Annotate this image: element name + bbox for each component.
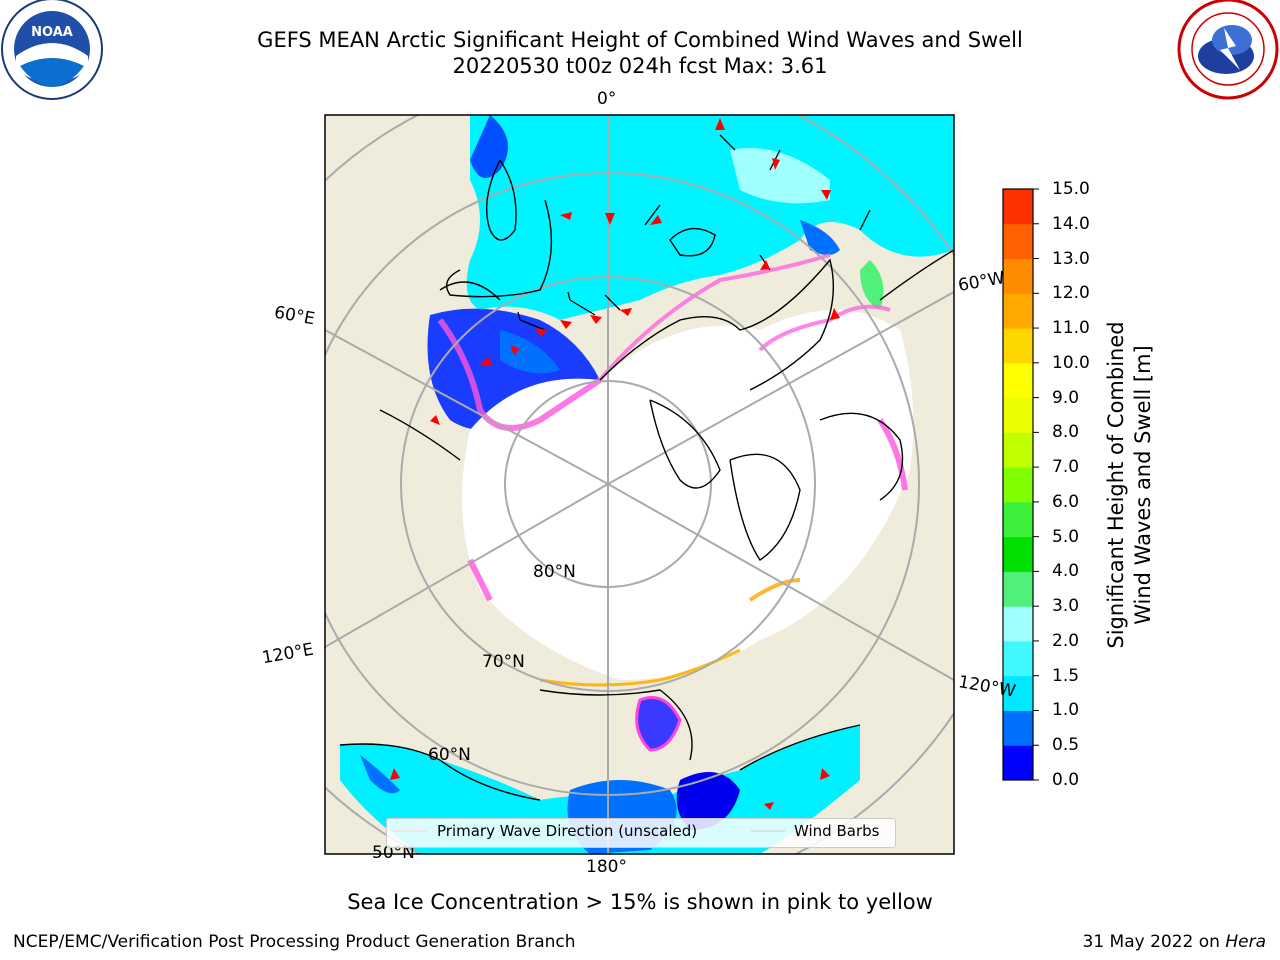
- colorbar-segment: [1003, 362, 1033, 399]
- colorbar-segment: [1003, 293, 1033, 329]
- colorbar-tick-label: 11.0: [1052, 318, 1090, 339]
- sea-ice-region: [462, 310, 914, 680]
- legend: [386, 818, 896, 848]
- colorbar: [1003, 188, 1039, 781]
- colorbar-segment: [1003, 223, 1033, 260]
- chart-subtitle: 20220530 t00z 024h fcst Max: 3.61: [452, 54, 828, 78]
- colorbar-tick-label: 2.0: [1052, 630, 1080, 651]
- map-frame: [324, 114, 955, 855]
- colorbar-segment: [1003, 258, 1033, 294]
- colorbar-segment: [1003, 467, 1033, 503]
- colorbar-tick-label: 8.0: [1052, 422, 1080, 443]
- colorbar-segment: [1003, 675, 1033, 711]
- legend-barbs-label: Wind Barbs: [794, 822, 880, 840]
- footer-branch: NCEP/EMC/Verification Post Processing Pr…: [13, 932, 576, 952]
- colorbar-segment: [1003, 397, 1033, 433]
- map-area: [325, 115, 954, 854]
- wave-direction-arrows: [390, 118, 840, 810]
- footer-date-text: 31 May 2022 on: [1082, 932, 1226, 952]
- footer-date: 31 May 2022 on Hera: [1083, 932, 1267, 952]
- graticule-label-0: 0°: [597, 89, 617, 109]
- nws-logo: [1177, 0, 1279, 100]
- colorbar-segment: [1003, 536, 1033, 572]
- colorbar-segment: [1003, 432, 1033, 468]
- graticule-label-80n: 80°N: [533, 562, 576, 582]
- colorbar-segment: [1003, 328, 1033, 364]
- sea-ice-note: Sea Ice Concentration > 15% is shown in …: [347, 890, 933, 914]
- colorbar-tick-label: 10.0: [1052, 352, 1090, 373]
- colorbar-tick-label: 12.0: [1052, 283, 1090, 304]
- colorbar-tick-label: 7.0: [1052, 457, 1080, 478]
- colorbar-tick-label: 1.5: [1052, 665, 1080, 686]
- colorbar-tick-label: 0.0: [1052, 770, 1080, 790]
- colorbar-segment: [1003, 571, 1033, 607]
- colorbar-tick-label: 4.0: [1052, 561, 1080, 582]
- coastlines: [339, 159, 954, 801]
- colorbar-tick-label: 3.0: [1052, 596, 1080, 617]
- noaa-logo-text: NOAA: [31, 25, 73, 40]
- colorbar-tick-label: 5.0: [1052, 526, 1080, 547]
- colorbar-tick-label: 13.0: [1052, 248, 1090, 269]
- colorbar-label-line2: Wind Waves and Swell [m]: [1131, 345, 1155, 625]
- colorbar-segment: [1003, 606, 1033, 642]
- colorbar-tick-label: 6.0: [1052, 491, 1080, 512]
- colorbar-segment: [1003, 640, 1033, 677]
- graticule-label-50n: 50°N: [372, 843, 415, 863]
- footer-host: Hera: [1225, 932, 1266, 952]
- graticule: [325, 115, 954, 854]
- ocean-north-atlantic: [466, 115, 954, 320]
- colorbar-tick-label: 0.5: [1052, 735, 1080, 756]
- colorbar-segment: [1003, 189, 1033, 225]
- colorbar-tick-label: 9.0: [1052, 387, 1080, 408]
- colorbar-segment: [1003, 710, 1033, 746]
- legend-wave-label: Primary Wave Direction (unscaled): [437, 822, 698, 840]
- graticule-label-180: 180°: [586, 857, 627, 877]
- colorbar-label: Significant Height of Combined Wind Wave…: [1103, 275, 1157, 695]
- colorbar-tick-label: 1.0: [1052, 700, 1080, 721]
- colorbar-tick-label: 15.0: [1052, 179, 1090, 199]
- chart-title: GEFS MEAN Arctic Significant Height of C…: [257, 28, 1023, 52]
- colorbar-segment: [1003, 745, 1033, 781]
- graticule-label-70n: 70°N: [482, 652, 525, 672]
- colorbar-label-line1: Significant Height of Combined: [1104, 321, 1128, 649]
- graticule-label-60n: 60°N: [428, 745, 471, 765]
- noaa-logo: NOAA: [1, 0, 103, 100]
- colorbar-segment: [1003, 501, 1033, 538]
- colorbar-tick-label: 14.0: [1052, 213, 1090, 234]
- colorbar-frame: [1002, 188, 1034, 781]
